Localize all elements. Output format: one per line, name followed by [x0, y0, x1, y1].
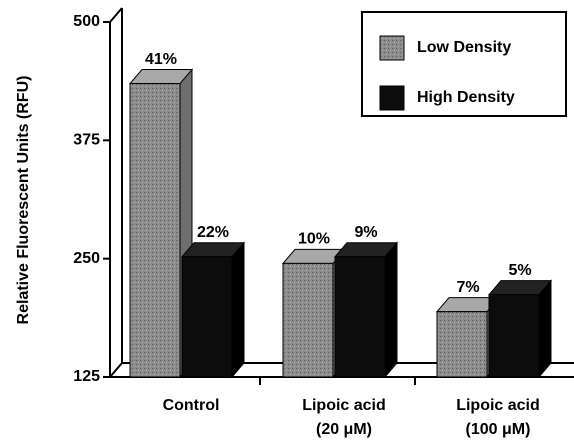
x-tick-label: Control — [163, 397, 220, 414]
bar-annotation: 7% — [456, 279, 479, 296]
y-tick-label: 250 — [73, 250, 100, 267]
bar-side — [231, 241, 245, 379]
y-tick-label: 125 — [73, 368, 100, 385]
legend-label: High Density — [417, 89, 515, 106]
legend: Low Density High Density — [361, 11, 567, 117]
bar-annotation: 22% — [197, 224, 229, 241]
bar-annotation: 41% — [145, 51, 177, 68]
bar — [129, 83, 181, 378]
y-axis-label: Relative Fluorescent Units (RFU) — [15, 76, 32, 325]
bar-side — [538, 279, 552, 379]
x-tick-label: Lipoic acid — [456, 397, 540, 414]
x-tick-label: (100 μM) — [466, 421, 531, 438]
legend-swatch — [379, 35, 405, 61]
y-tick-label: 500 — [73, 13, 100, 30]
bar — [488, 294, 540, 378]
bar-annotation: 10% — [298, 231, 330, 248]
bar — [181, 256, 233, 378]
bar — [334, 256, 386, 378]
legend-label: Low Density — [417, 39, 511, 56]
bar-side — [384, 241, 398, 379]
bar-annotation: 9% — [354, 224, 377, 241]
legend-swatch — [379, 85, 405, 111]
bar — [436, 311, 488, 378]
x-tick-label: Lipoic acid — [302, 397, 386, 414]
bar-annotation: 5% — [508, 262, 531, 279]
y-tick-label: 375 — [73, 132, 100, 149]
x-tick-label: (20 μM) — [316, 421, 372, 438]
bar — [282, 262, 334, 378]
